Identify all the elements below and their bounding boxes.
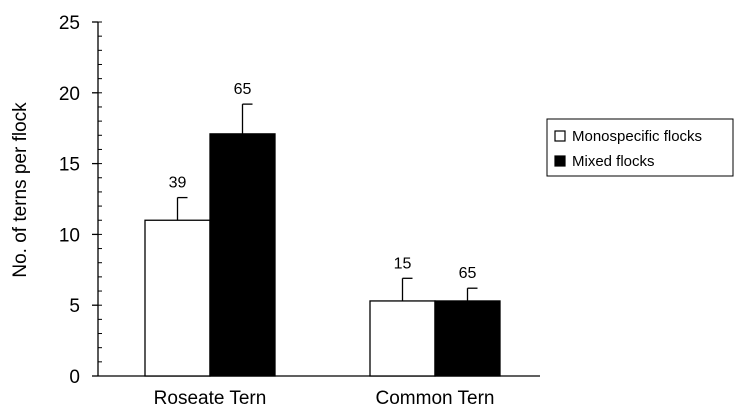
y-tick-label: 15 <box>59 155 80 176</box>
y-tick-label: 10 <box>59 225 80 246</box>
y-tick-label: 5 <box>69 296 80 317</box>
bar <box>369 300 436 377</box>
y-tick-label: 20 <box>59 84 80 105</box>
x-tick-label: Common Tern <box>376 388 495 409</box>
legend-swatch <box>554 155 566 167</box>
bars: 39 65 15 65 <box>144 81 501 377</box>
data-label: 39 <box>169 175 187 192</box>
y-tick-label: 0 <box>69 367 80 388</box>
legend-label: Mixed flocks <box>572 153 655 170</box>
bar <box>144 219 211 377</box>
data-label: 65 <box>459 265 477 282</box>
legend: Monospecific flocks Mixed flocks <box>546 118 734 177</box>
legend-swatch <box>554 130 566 142</box>
axes: 0 5 10 15 20 25 Roseate Tern Common Tern <box>59 13 540 409</box>
data-label: 15 <box>394 255 412 272</box>
data-label: 65 <box>234 81 252 98</box>
legend-label: Monospecific flocks <box>572 128 702 145</box>
y-tick-label: 25 <box>59 13 80 34</box>
x-tick-label: Roseate Tern <box>154 388 267 409</box>
y-axis-label: No. of terns per flock <box>10 102 31 278</box>
bar <box>209 133 276 377</box>
bar <box>434 300 501 377</box>
legend-box <box>546 118 734 177</box>
